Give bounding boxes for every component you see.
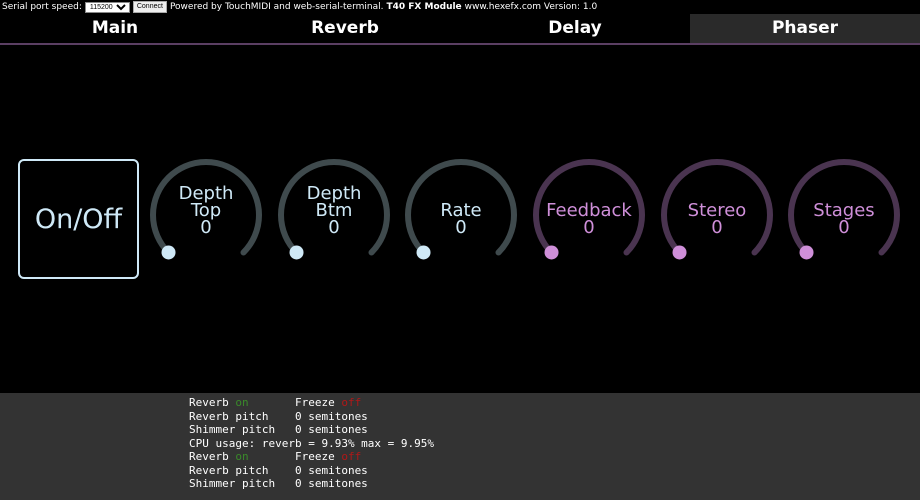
- status-on: on: [235, 396, 249, 409]
- tab-delay[interactable]: Delay: [548, 18, 602, 38]
- knob-label-line: Btm: [315, 200, 353, 221]
- knob-arc: [405, 159, 517, 256]
- connect-button[interactable]: Connect: [132, 1, 167, 13]
- knob-arc: [533, 159, 645, 256]
- terminal-text: Reverb: [189, 396, 236, 409]
- terminal-log: Reverb on Freeze off Reverb pitch 0 semit…: [0, 393, 920, 500]
- knob-label: Stereo 0: [653, 200, 781, 238]
- knob-stereo[interactable]: Stereo 0: [653, 155, 781, 275]
- tab-reverb[interactable]: Reverb: [311, 18, 379, 38]
- speed-label: Serial port speed:: [2, 2, 82, 12]
- terminal-text: CPU usage: reverb = 9.93% max = 9.95%: [189, 436, 435, 450]
- terminal-line: Reverb on Freeze off: [189, 396, 920, 410]
- terminal-line: Reverb pitch 0 semitones: [189, 464, 920, 478]
- site-version: www.hexefx.com Version: 1.0: [464, 2, 598, 12]
- knob-handle[interactable]: [416, 245, 431, 260]
- terminal-line: Shimmer pitch 0 semitones: [189, 477, 920, 491]
- terminal-text: Shimmer pitch 0 semitones: [189, 423, 368, 436]
- knob-label-line: Rate: [440, 200, 482, 221]
- knob-depth-top[interactable]: Depth Top 0: [142, 155, 270, 275]
- powered-text: Powered by TouchMIDI and web-serial-term…: [169, 2, 384, 12]
- knob-depth-btm[interactable]: Depth Btm 0: [270, 155, 398, 275]
- knob-handle[interactable]: [161, 245, 176, 260]
- knob-rate[interactable]: Rate 0: [397, 155, 525, 275]
- knob-arc: [788, 159, 900, 256]
- knob-value: 0: [711, 217, 723, 238]
- knob-label-line: Depth: [306, 183, 362, 204]
- knob-label: Stages 0: [780, 200, 908, 238]
- top-bar: Serial port speed: 115200 Connect Powere…: [0, 0, 920, 14]
- knob-value: 0: [838, 217, 850, 238]
- status-off: off: [341, 396, 362, 409]
- terminal-text: Freeze: [248, 396, 342, 409]
- status-off: off: [341, 450, 362, 463]
- knob-value: 0: [200, 217, 212, 238]
- speed-select[interactable]: 115200: [84, 1, 130, 13]
- tab-phaser[interactable]: Phaser: [690, 14, 920, 43]
- knob-label: Depth Btm 0: [270, 183, 398, 238]
- on-off-button[interactable]: On/Off: [18, 159, 139, 279]
- knob-value: 0: [583, 217, 595, 238]
- terminal-text: Reverb pitch 0 semitones: [189, 409, 368, 423]
- knob-handle[interactable]: [672, 245, 687, 260]
- knob-label-line: Depth: [178, 183, 234, 204]
- knob-handle[interactable]: [289, 245, 304, 260]
- module-name: T40 FX Module: [386, 2, 462, 12]
- knob-handle[interactable]: [544, 245, 559, 260]
- knob-label-line: Stages: [813, 200, 875, 221]
- knob-stages[interactable]: Stages 0: [780, 155, 908, 275]
- terminal-text: Reverb: [189, 450, 236, 463]
- knob-label: Feedback 0: [525, 200, 653, 238]
- knob-label-line: Stereo: [687, 200, 747, 221]
- knob-arc: [150, 159, 262, 256]
- status-on: on: [235, 450, 249, 463]
- knob-arc: [661, 159, 773, 256]
- knob-feedback[interactable]: Feedback 0: [525, 155, 653, 275]
- knob-value: 0: [328, 217, 340, 238]
- tab-bar: Main Reverb Delay Phaser: [0, 14, 920, 45]
- knob-arc: [278, 159, 390, 256]
- knob-label-line: Top: [190, 200, 222, 221]
- knob-label: Depth Top 0: [142, 183, 270, 238]
- terminal-line: Reverb on Freeze off: [189, 450, 920, 464]
- tab-main[interactable]: Main: [91, 18, 139, 38]
- terminal-text: Reverb pitch 0 semitones: [189, 463, 368, 477]
- terminal-line: Shimmer pitch 0 semitones: [189, 423, 920, 437]
- knob-value: 0: [455, 217, 467, 238]
- knob-label: Rate 0: [397, 200, 525, 238]
- knob-label-line: Feedback: [546, 200, 632, 221]
- terminal-line: Reverb pitch 0 semitones: [189, 410, 920, 424]
- knob-handle[interactable]: [799, 245, 814, 260]
- terminal-text: Freeze: [248, 450, 342, 463]
- terminal-text: Shimmer pitch 0 semitones: [189, 477, 368, 490]
- terminal-line: CPU usage: reverb = 9.93% max = 9.95%: [189, 437, 920, 451]
